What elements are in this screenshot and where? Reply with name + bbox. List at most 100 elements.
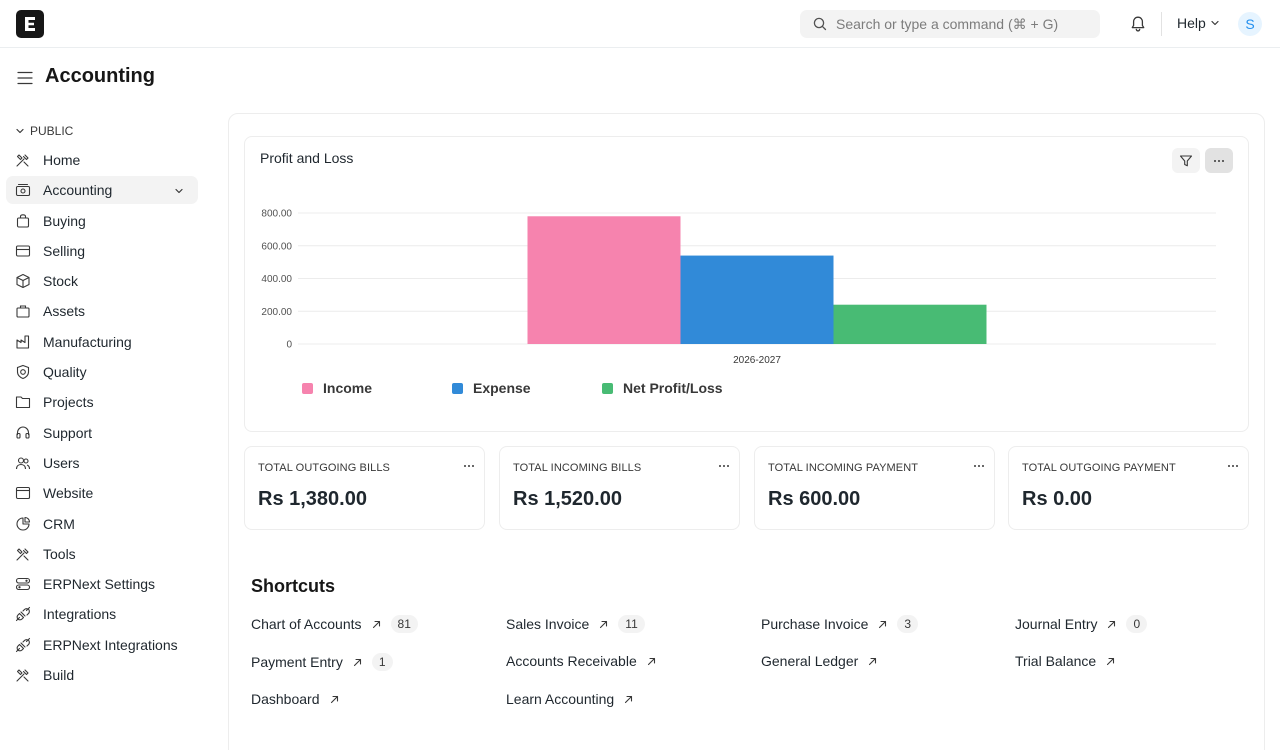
chart-bar-net-profit-loss [833, 304, 987, 344]
user-avatar[interactable]: S [1238, 12, 1262, 36]
shortcut-label: General Ledger [761, 653, 859, 669]
more-horizontal-icon [1214, 159, 1224, 162]
selling-icon [15, 245, 31, 257]
number-card-value: Rs 600.00 [768, 488, 861, 510]
stock-icon [16, 273, 30, 289]
sidebar-item-support[interactable]: Support [6, 419, 198, 447]
shortcut-general-ledger[interactable]: General Ledger [761, 650, 877, 672]
number-card-label: TOTAL OUTGOING PAYMENT [1022, 462, 1176, 474]
shortcut-chart-of-accounts[interactable]: Chart of Accounts 81 [251, 613, 418, 635]
sidebar-item-accounting[interactable]: Accounting [6, 176, 198, 204]
legend-item-net-profit-loss[interactable]: Net Profit/Loss [602, 380, 723, 396]
y-tick-label: 200.00 [261, 307, 292, 318]
accounting-icon [15, 183, 31, 197]
sidebar-item-projects[interactable]: Projects [6, 388, 198, 416]
sidebar-item-label: Integrations [43, 606, 117, 622]
app-logo[interactable] [16, 10, 44, 38]
legend-swatch [602, 382, 613, 394]
sidebar-item-manufacturing[interactable]: Manufacturing [6, 328, 198, 356]
crm-icon [16, 516, 31, 531]
chevron-down-icon[interactable] [174, 186, 184, 196]
filter-icon [1179, 154, 1193, 166]
chart-filter-button[interactable] [1172, 148, 1200, 173]
support-icon [16, 426, 30, 439]
awesomebar-search[interactable] [800, 10, 1100, 38]
shortcut-label: Payment Entry [251, 654, 343, 670]
legend-swatch [302, 382, 313, 394]
sidebar-item-erpnext-settings[interactable]: ERPNext Settings [6, 570, 198, 598]
more-horizontal-icon[interactable] [462, 459, 476, 473]
shortcut-sales-invoice[interactable]: Sales Invoice 11 [506, 613, 645, 635]
users-icon [15, 457, 31, 470]
sidebar-item-home[interactable]: Home [6, 146, 198, 174]
number-card-total-incoming-bills[interactable]: TOTAL INCOMING BILLS Rs 1,520.00 [499, 446, 740, 530]
number-card-label: TOTAL INCOMING BILLS [513, 462, 642, 474]
shortcut-journal-entry[interactable]: Journal Entry 0 [1015, 613, 1148, 635]
more-horizontal-icon[interactable] [717, 459, 731, 473]
shortcut-label: Dashboard [251, 691, 320, 707]
sidebar-item-label: Selling [43, 243, 86, 259]
shortcut-label: Trial Balance [1015, 653, 1097, 669]
shortcut-learn-accounting[interactable]: Learn Accounting [506, 688, 633, 710]
number-card-label: TOTAL OUTGOING BILLS [258, 462, 390, 474]
legend-swatch [452, 382, 463, 394]
number-card-total-incoming-payment[interactable]: TOTAL INCOMING PAYMENT Rs 600.00 [754, 446, 995, 530]
y-tick-label: 800.00 [261, 209, 292, 220]
sidebar-item-integrations[interactable]: Integrations [6, 600, 198, 628]
sidebar-item-build[interactable]: Build [6, 661, 198, 689]
number-card-value: Rs 0.00 [1022, 488, 1093, 510]
sidebar-item-buying[interactable]: Buying [6, 207, 198, 235]
more-horizontal-icon[interactable] [1226, 459, 1240, 473]
sidebar-item-label: ERPNext Integrations [43, 637, 178, 653]
help-dropdown[interactable]: Help [1177, 15, 1220, 31]
legend-label: Income [323, 380, 373, 396]
shortcut-count-badge: 11 [618, 615, 645, 633]
y-tick-label: 0 [286, 340, 292, 351]
arrow-up-right-icon [625, 695, 633, 703]
erpnext-logo-icon [25, 17, 35, 31]
sidebar-item-crm[interactable]: CRM [6, 510, 198, 538]
page-title: Accounting [45, 65, 155, 87]
sidebar-item-label: Users [43, 455, 80, 471]
x-tick-label: 2026-2027 [733, 355, 781, 366]
shortcut-purchase-invoice[interactable]: Purchase Invoice 3 [761, 613, 919, 635]
sidebar-item-label: Projects [43, 394, 94, 410]
arrow-up-right-icon [869, 657, 877, 665]
sidebar-item-tools[interactable]: Tools [6, 540, 198, 568]
sidebar-item-stock[interactable]: Stock [6, 267, 198, 295]
arrow-up-right-icon [353, 658, 361, 666]
number-card-label: TOTAL INCOMING PAYMENT [768, 462, 919, 474]
sidebar-item-assets[interactable]: Assets [6, 297, 198, 325]
legend-item-income[interactable]: Income [302, 380, 372, 396]
sidebar-section-label: PUBLIC [30, 124, 74, 138]
shortcut-payment-entry[interactable]: Payment Entry 1 [251, 651, 393, 673]
shortcut-trial-balance[interactable]: Trial Balance [1015, 650, 1115, 672]
help-label: Help [1177, 15, 1206, 31]
shortcut-accounts-receivable[interactable]: Accounts Receivable [506, 650, 656, 672]
legend-item-expense[interactable]: Expense [452, 380, 531, 396]
sidebar-item-label: Build [43, 667, 75, 683]
sidebar-item-quality[interactable]: Quality [6, 358, 198, 386]
sidebar-item-label: CRM [43, 516, 75, 532]
sidebar-item-selling[interactable]: Selling [6, 237, 198, 265]
search-input[interactable] [836, 16, 1086, 32]
sidebar-item-label: Website [43, 485, 94, 501]
shortcut-label: Sales Invoice [506, 616, 590, 632]
arrow-up-right-icon [600, 620, 608, 628]
chevron-down-icon [16, 128, 24, 134]
legend-label: Expense [473, 380, 531, 396]
number-card-total-outgoing-bills[interactable]: TOTAL OUTGOING BILLS Rs 1,380.00 [244, 446, 485, 530]
chart-options-button[interactable] [1205, 148, 1233, 173]
sidebar-item-website[interactable]: Website [6, 479, 198, 507]
chart-bar-expense [680, 255, 834, 344]
shortcut-count-badge: 81 [390, 615, 418, 633]
sidebar-item-erpnext-integrations[interactable]: ERPNext Integrations [6, 631, 198, 659]
sidebar-item-users[interactable]: Users [6, 449, 198, 477]
more-horizontal-icon[interactable] [972, 459, 986, 473]
notification-bell-icon[interactable] [1128, 14, 1148, 34]
number-card-total-outgoing-payment[interactable]: TOTAL OUTGOING PAYMENT Rs 0.00 [1008, 446, 1249, 530]
sidebar-section-header[interactable]: PUBLIC [15, 124, 73, 138]
shortcut-dashboard[interactable]: Dashboard [251, 688, 339, 710]
search-icon [813, 17, 827, 31]
sidebar-toggle-icon[interactable] [17, 70, 33, 86]
